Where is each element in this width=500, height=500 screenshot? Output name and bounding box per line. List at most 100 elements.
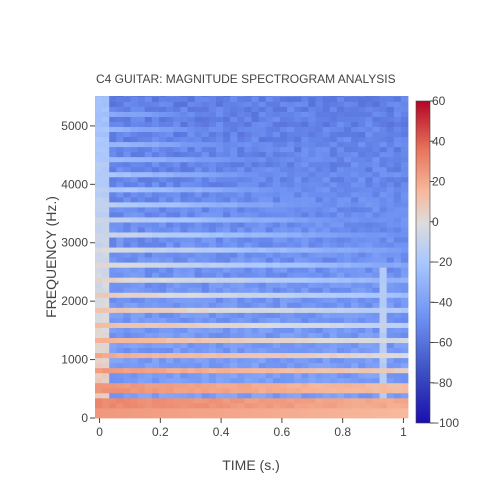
- heatmap-cell: [144, 206, 153, 213]
- heatmap-cell: [386, 377, 395, 384]
- heatmap-cell: [272, 222, 281, 228]
- heatmap-cell: [116, 277, 124, 283]
- heatmap-cell: [116, 247, 124, 253]
- heatmap-cell: [230, 121, 238, 128]
- heatmap-cell: [187, 227, 195, 233]
- heatmap-cell: [95, 367, 103, 374]
- heatmap-cell: [187, 312, 195, 318]
- heatmap-cell: [180, 372, 188, 379]
- heatmap-cell: [308, 171, 316, 178]
- heatmap-cell: [379, 377, 388, 384]
- heatmap-cell: [308, 367, 316, 374]
- heatmap-cell: [215, 357, 224, 364]
- heatmap-cell: [294, 302, 302, 308]
- heatmap-cell: [265, 191, 274, 198]
- heatmap-cell: [393, 377, 402, 384]
- heatmap-cell: [180, 96, 188, 97]
- heatmap-cell: [308, 121, 316, 128]
- heatmap-cell: [151, 252, 160, 258]
- heatmap-cell: [244, 146, 252, 153]
- heatmap-cell: [258, 161, 267, 168]
- heatmap-cell: [237, 116, 245, 122]
- heatmap-cell: [258, 227, 267, 233]
- heatmap-cell: [258, 181, 267, 188]
- heatmap-cell: [95, 101, 103, 107]
- heatmap-cell: [279, 146, 288, 153]
- heatmap-cell: [301, 357, 309, 364]
- heatmap-cell: [201, 317, 210, 323]
- heatmap-cell: [187, 101, 195, 107]
- heatmap-cell: [343, 362, 352, 369]
- heatmap-cell: [308, 277, 316, 283]
- heatmap-cell: [308, 392, 316, 399]
- heatmap-cell: [137, 402, 146, 409]
- heatmap-cell: [358, 121, 366, 128]
- heatmap-cell: [343, 272, 352, 278]
- heatmap-cell: [215, 171, 224, 178]
- heatmap-cell: [208, 287, 217, 293]
- heatmap-cell: [116, 327, 124, 333]
- heatmap-cell: [166, 397, 174, 404]
- heatmap-cell: [272, 116, 281, 122]
- heatmap-cell: [159, 161, 167, 168]
- heatmap-cell: [237, 387, 245, 394]
- heatmap-cell: [223, 282, 231, 288]
- heatmap-cell: [223, 332, 231, 339]
- heatmap-cell: [244, 136, 252, 143]
- heatmap-cell: [279, 116, 288, 122]
- y-tick-label: 2000: [61, 294, 88, 308]
- heatmap-cell: [230, 171, 238, 178]
- heatmap-cell: [372, 377, 380, 384]
- heatmap-cell: [322, 106, 331, 112]
- heatmap-cell: [294, 242, 302, 248]
- heatmap-cell: [272, 111, 281, 117]
- heatmap-cell: [265, 327, 274, 333]
- heatmap-cell: [166, 96, 174, 97]
- heatmap-cell: [365, 337, 373, 344]
- heatmap-cell: [130, 347, 139, 354]
- heatmap-cell: [130, 367, 139, 374]
- heatmap-cell: [336, 252, 345, 258]
- heatmap-cell: [116, 141, 124, 148]
- heatmap-cell: [301, 302, 309, 308]
- heatmap-cell: [194, 372, 203, 379]
- heatmap-cell: [201, 277, 210, 283]
- heatmap-cell: [258, 397, 267, 404]
- heatmap-cell: [372, 337, 380, 344]
- heatmap-cell: [180, 126, 188, 133]
- heatmap-cell: [322, 367, 331, 374]
- heatmap-cell: [244, 382, 252, 389]
- heatmap-cell: [102, 166, 110, 173]
- heatmap-cell: [173, 282, 181, 288]
- heatmap-cell: [351, 332, 359, 339]
- heatmap-cell: [151, 387, 160, 394]
- heatmap-cell: [358, 272, 366, 278]
- heatmap-cell: [336, 342, 345, 349]
- heatmap-cell: [130, 252, 139, 258]
- heatmap-cell: [386, 247, 395, 253]
- heatmap-cell: [251, 372, 260, 379]
- heatmap-cell: [201, 136, 210, 143]
- colorbar-tick-label: −40: [432, 295, 453, 309]
- heatmap-cell: [336, 121, 345, 128]
- heatmap-cell: [301, 222, 309, 228]
- heatmap-cell: [379, 212, 388, 218]
- heatmap-cell: [251, 136, 260, 143]
- heatmap-cell: [102, 317, 110, 323]
- heatmap-cell: [95, 327, 103, 333]
- heatmap-cell: [208, 196, 217, 203]
- heatmap-cell: [372, 402, 380, 409]
- heatmap-cell: [187, 347, 195, 354]
- heatmap-cell: [116, 111, 124, 117]
- heatmap-cell: [322, 176, 331, 183]
- heatmap-cell: [393, 402, 402, 409]
- heatmap-cell: [102, 322, 110, 328]
- heatmap-cell: [95, 176, 103, 183]
- heatmap-cell: [166, 407, 174, 414]
- heatmap-cell: [166, 156, 174, 163]
- heatmap-cell: [258, 106, 267, 112]
- heatmap-cell: [159, 367, 167, 374]
- heatmap-cell: [102, 156, 110, 163]
- heatmap-cell: [102, 237, 110, 243]
- heatmap-cell: [223, 347, 231, 354]
